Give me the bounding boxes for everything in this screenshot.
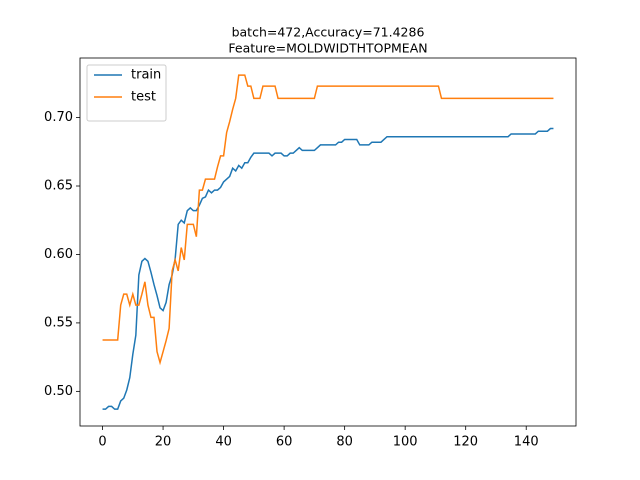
x-tick-label: 20 (155, 435, 172, 450)
legend-label: test (131, 90, 156, 105)
x-tick-label: 100 (393, 435, 418, 450)
x-tick-label: 0 (98, 435, 106, 450)
y-tick-label: 0.50 (44, 384, 73, 399)
legend-label: train (131, 68, 161, 83)
y-tick-label: 0.70 (44, 110, 73, 125)
legend-box (86, 64, 167, 122)
x-tick-label: 140 (514, 435, 539, 450)
chart-title: Feature=MOLDWIDTHTOPMEAN (228, 41, 427, 56)
axes-frame (79, 57, 577, 427)
x-tick-label: 40 (215, 435, 232, 450)
y-tick-label: 0.60 (44, 247, 73, 262)
line-series (102, 127, 554, 410)
y-tick-label: 0.55 (44, 315, 73, 330)
line-series (102, 74, 554, 366)
x-tick-label: 60 (276, 435, 293, 450)
x-tick-label: 80 (336, 435, 353, 450)
y-tick-label: 0.65 (44, 179, 73, 194)
x-tick-label: 120 (453, 435, 478, 450)
chart-title: batch=472,Accuracy=71.4286 (232, 25, 425, 40)
